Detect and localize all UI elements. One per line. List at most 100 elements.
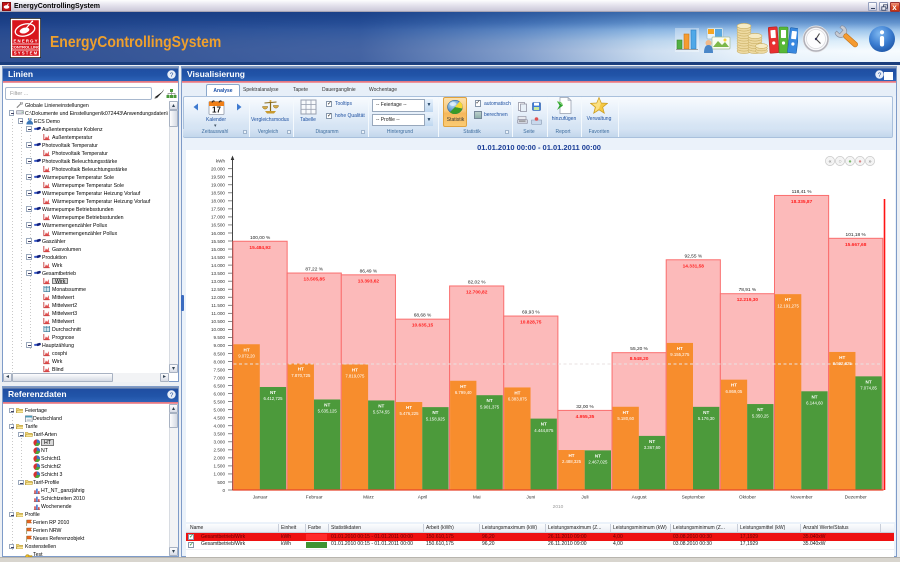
svg-text:8.000: 8.000 [214,359,226,364]
svg-text:E N E R G Y: E N E R G Y [13,39,37,44]
svg-text:5.350,25: 5.350,25 [752,413,769,418]
svg-text:5.176,30: 5.176,30 [698,416,715,421]
svg-text:Dezember: Dezember [845,495,868,501]
svg-text:NT: NT [324,403,330,408]
svg-text:August: August [632,495,648,501]
svg-text:12.500: 12.500 [211,287,225,292]
svg-text:15.667,68: 15.667,68 [845,242,867,248]
svg-text:69,93 %: 69,93 % [522,310,540,316]
svg-text:Juli: Juli [581,495,588,501]
svg-text:7.870,725: 7.870,725 [291,373,311,378]
svg-text:CONTROLLING: CONTROLLING [11,45,40,50]
svg-text:?: ? [878,72,882,79]
svg-text:10.000: 10.000 [211,327,225,332]
svg-text:9.155,275: 9.155,275 [670,352,690,357]
svg-text:5.635,125: 5.635,125 [318,409,338,414]
svg-text:NT: NT [649,439,655,444]
svg-text:HT: HT [568,453,574,458]
svg-text:NT: NT [866,379,872,384]
svg-text:4.500: 4.500 [214,416,226,421]
svg-text:NT: NT [811,394,817,399]
svg-text:10.500: 10.500 [211,319,225,324]
svg-text:HT: HT [298,367,304,372]
svg-text:HT: HT [244,347,250,352]
svg-text:14.000: 14.000 [211,263,225,268]
svg-text:1.500: 1.500 [214,464,226,469]
svg-text:2.000: 2.000 [214,456,226,461]
svg-text:8.592,825: 8.592,825 [833,361,853,366]
svg-text:5.500: 5.500 [214,399,226,404]
svg-text:April: April [418,495,428,501]
svg-text:15.000: 15.000 [211,247,225,252]
svg-text:HT: HT [839,355,845,360]
svg-text:Februar: Februar [306,495,323,501]
svg-text:Oktober: Oktober [739,495,756,501]
svg-text:16.000: 16.000 [211,231,225,236]
svg-text:5.476,225: 5.476,225 [399,411,419,416]
svg-text:NT: NT [595,453,601,458]
svg-text:NT: NT [703,410,709,415]
svg-text:13.000: 13.000 [211,279,225,284]
svg-text:März: März [363,495,374,501]
svg-text:HT: HT [514,390,520,395]
svg-text:7.074,85: 7.074,85 [860,386,877,391]
svg-text:NT: NT [270,390,276,395]
svg-text:500: 500 [217,480,225,485]
svg-text:3.000: 3.000 [214,440,226,445]
svg-text:»: » [868,159,871,165]
svg-text:HT: HT [623,410,629,415]
svg-text:kWh: kWh [216,159,226,164]
svg-text:7.819,075: 7.819,075 [345,374,365,379]
svg-text:3.367,60: 3.367,60 [644,445,661,450]
svg-text:17: 17 [212,106,221,115]
svg-text:HT: HT [406,405,412,410]
svg-text:4.000: 4.000 [214,424,226,429]
svg-text:NT: NT [487,398,493,403]
svg-text:9.072,20: 9.072,20 [238,354,255,359]
svg-text:19.000: 19.000 [211,183,225,188]
svg-text:13.500: 13.500 [211,271,225,276]
svg-text:6.500: 6.500 [214,383,226,388]
svg-text:Mai: Mai [473,495,481,501]
svg-text:15.484,92: 15.484,92 [249,245,271,251]
svg-text:18.500: 18.500 [211,191,225,196]
svg-text:NT: NT [541,422,547,427]
svg-text:●: ● [858,159,861,165]
svg-text:1.000: 1.000 [214,472,226,477]
svg-text:NT: NT [757,407,763,412]
svg-text:32,00 %: 32,00 % [576,404,594,410]
svg-text:5.574,55: 5.574,55 [373,410,390,415]
svg-text:100,00 %: 100,00 % [250,235,271,241]
svg-text:9.500: 9.500 [214,335,226,340]
svg-text:12.700,82: 12.700,82 [466,290,488,296]
svg-text:3.500: 3.500 [214,432,226,437]
svg-text:4.955,35: 4.955,35 [576,414,595,420]
svg-text:5.180,60: 5.180,60 [617,416,634,421]
svg-text:HT: HT [785,297,791,302]
svg-text:15.500: 15.500 [211,239,225,244]
svg-text:10.635,15: 10.635,15 [412,323,434,329]
svg-text:5.158,925: 5.158,925 [426,416,446,421]
svg-text:13.505,85: 13.505,85 [304,277,326,283]
svg-text:8.548,20: 8.548,20 [630,356,649,362]
svg-text:2.500: 2.500 [214,448,226,453]
svg-text:68,68 %: 68,68 % [414,313,432,319]
svg-text:5.000: 5.000 [214,407,226,412]
svg-text:7.000: 7.000 [214,375,226,380]
svg-text:11.500: 11.500 [211,303,225,308]
svg-text:9.000: 9.000 [214,343,226,348]
svg-text:12.000: 12.000 [211,295,225,300]
svg-text:17.000: 17.000 [211,215,225,220]
svg-text:HT: HT [731,383,737,388]
svg-text:20.000: 20.000 [211,167,225,172]
svg-text:87,22 %: 87,22 % [305,267,323,273]
svg-text:Juni: Juni [526,495,535,501]
svg-text:11.000: 11.000 [211,311,225,316]
svg-text:14.500: 14.500 [211,255,225,260]
svg-text:13.393,62: 13.393,62 [358,278,380,284]
svg-text:2010: 2010 [553,504,564,510]
svg-text:0: 0 [222,488,225,493]
svg-text:12.219,30: 12.219,30 [737,297,759,303]
svg-text:86,49 %: 86,49 % [360,268,378,274]
svg-text:8.500: 8.500 [214,351,226,356]
